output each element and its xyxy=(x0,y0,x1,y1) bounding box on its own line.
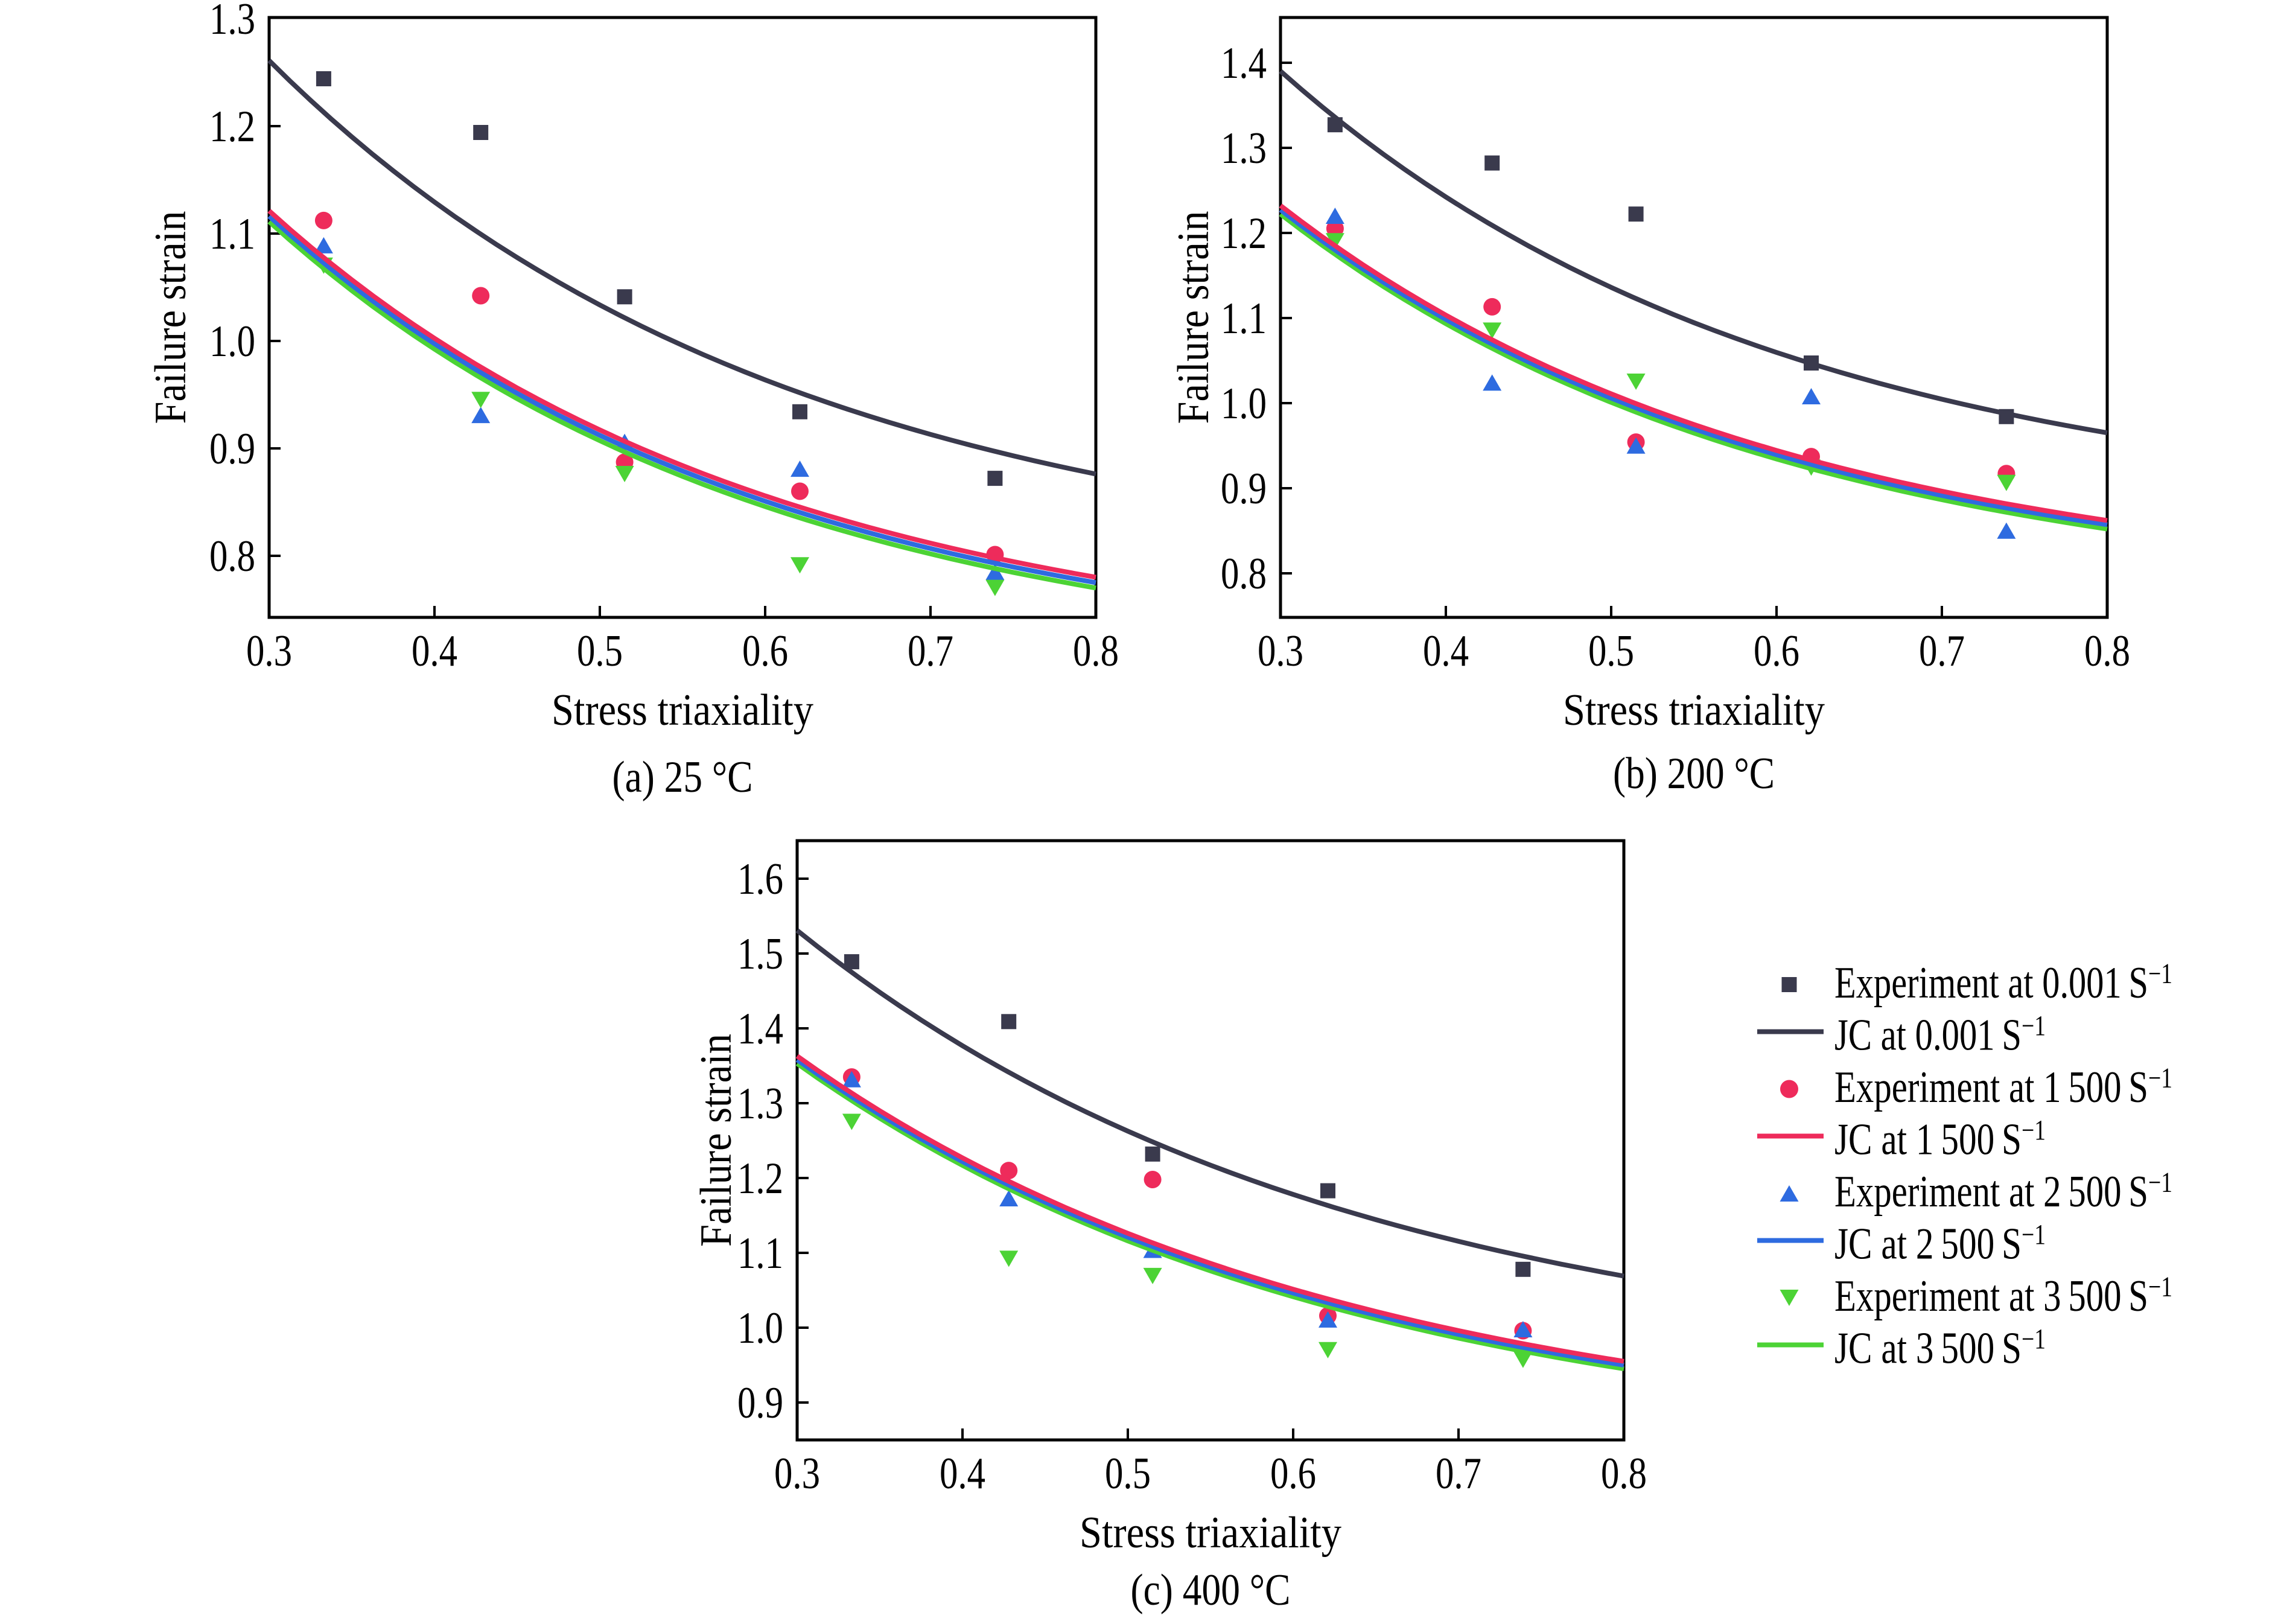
svg-text:1.1: 1.1 xyxy=(1221,294,1267,343)
svg-text:0.7: 0.7 xyxy=(908,626,953,676)
svg-text:JC at 1 500 S−1: JC at 1 500 S−1 xyxy=(1834,1115,2046,1165)
svg-text:0.8: 0.8 xyxy=(1073,626,1119,676)
svg-text:0.8: 0.8 xyxy=(1221,549,1267,599)
svg-text:Experiment at 3 500 S−1: Experiment at 3 500 S−1 xyxy=(1834,1271,2172,1321)
svg-text:JC at 3 500 S−1: JC at 3 500 S−1 xyxy=(1834,1323,2046,1374)
svg-text:Experiment at 1 500 S−1: Experiment at 1 500 S−1 xyxy=(1834,1062,2172,1112)
svg-text:0.3: 0.3 xyxy=(774,1449,820,1498)
svg-text:0.9: 0.9 xyxy=(209,424,255,474)
svg-text:1.1: 1.1 xyxy=(737,1229,783,1278)
svg-text:0.5: 0.5 xyxy=(577,626,623,676)
svg-text:1.3: 1.3 xyxy=(1221,124,1267,173)
svg-text:Failure strain: Failure strain xyxy=(692,1034,741,1247)
svg-text:1.4: 1.4 xyxy=(737,1004,783,1054)
svg-text:0.6: 0.6 xyxy=(1754,626,1799,676)
svg-text:Experiment at 0.001 S−1: Experiment at 0.001 S−1 xyxy=(1834,958,2172,1008)
svg-text:0.9: 0.9 xyxy=(737,1378,783,1428)
svg-text:1.2: 1.2 xyxy=(1221,209,1267,258)
svg-text:Stress triaxiality: Stress triaxiality xyxy=(1563,686,1825,735)
svg-text:0.7: 0.7 xyxy=(1919,626,1965,676)
svg-text:0.9: 0.9 xyxy=(1221,464,1267,514)
svg-text:0.4: 0.4 xyxy=(412,626,457,676)
svg-text:Stress triaxiality: Stress triaxiality xyxy=(552,686,813,735)
svg-text:Stress triaxiality: Stress triaxiality xyxy=(1080,1508,1341,1558)
svg-text:JC at 2 500 S−1: JC at 2 500 S−1 xyxy=(1834,1219,2046,1269)
svg-text:Experiment at 2 500 S−1: Experiment at 2 500 S−1 xyxy=(1834,1167,2172,1217)
svg-text:JC at 0.001 S−1: JC at 0.001 S−1 xyxy=(1834,1010,2046,1060)
svg-text:0.4: 0.4 xyxy=(940,1449,985,1498)
svg-text:1.0: 1.0 xyxy=(737,1304,783,1353)
svg-text:0.7: 0.7 xyxy=(1436,1449,1481,1498)
svg-text:0.5: 0.5 xyxy=(1105,1449,1151,1498)
svg-text:1.4: 1.4 xyxy=(1221,39,1267,88)
svg-text:1.2: 1.2 xyxy=(737,1154,783,1203)
svg-text:1.3: 1.3 xyxy=(737,1079,783,1129)
svg-text:0.8: 0.8 xyxy=(1601,1449,1647,1498)
svg-text:(b) 200 °C: (b) 200 °C xyxy=(1613,749,1775,798)
svg-text:0.3: 0.3 xyxy=(1258,626,1303,676)
svg-text:1.6: 1.6 xyxy=(737,855,783,904)
svg-text:(a) 25 °C: (a) 25 °C xyxy=(612,753,753,802)
svg-text:1.0: 1.0 xyxy=(209,317,255,366)
svg-text:0.4: 0.4 xyxy=(1423,626,1469,676)
svg-text:0.8: 0.8 xyxy=(209,532,255,581)
svg-text:0.3: 0.3 xyxy=(246,626,292,676)
svg-text:1.1: 1.1 xyxy=(209,209,255,259)
svg-text:1.5: 1.5 xyxy=(737,929,783,979)
svg-text:Failure strain: Failure strain xyxy=(146,211,196,424)
svg-text:1.2: 1.2 xyxy=(209,102,255,151)
svg-text:0.8: 0.8 xyxy=(2084,626,2130,676)
svg-text:0.6: 0.6 xyxy=(1270,1449,1316,1498)
svg-text:0.6: 0.6 xyxy=(742,626,788,676)
svg-text:1.3: 1.3 xyxy=(209,0,255,44)
svg-text:1.0: 1.0 xyxy=(1221,379,1267,428)
svg-text:0.5: 0.5 xyxy=(1588,626,1634,676)
svg-text:Failure strain: Failure strain xyxy=(1169,211,1218,424)
svg-text:(c) 400 °C: (c) 400 °C xyxy=(1131,1565,1291,1615)
